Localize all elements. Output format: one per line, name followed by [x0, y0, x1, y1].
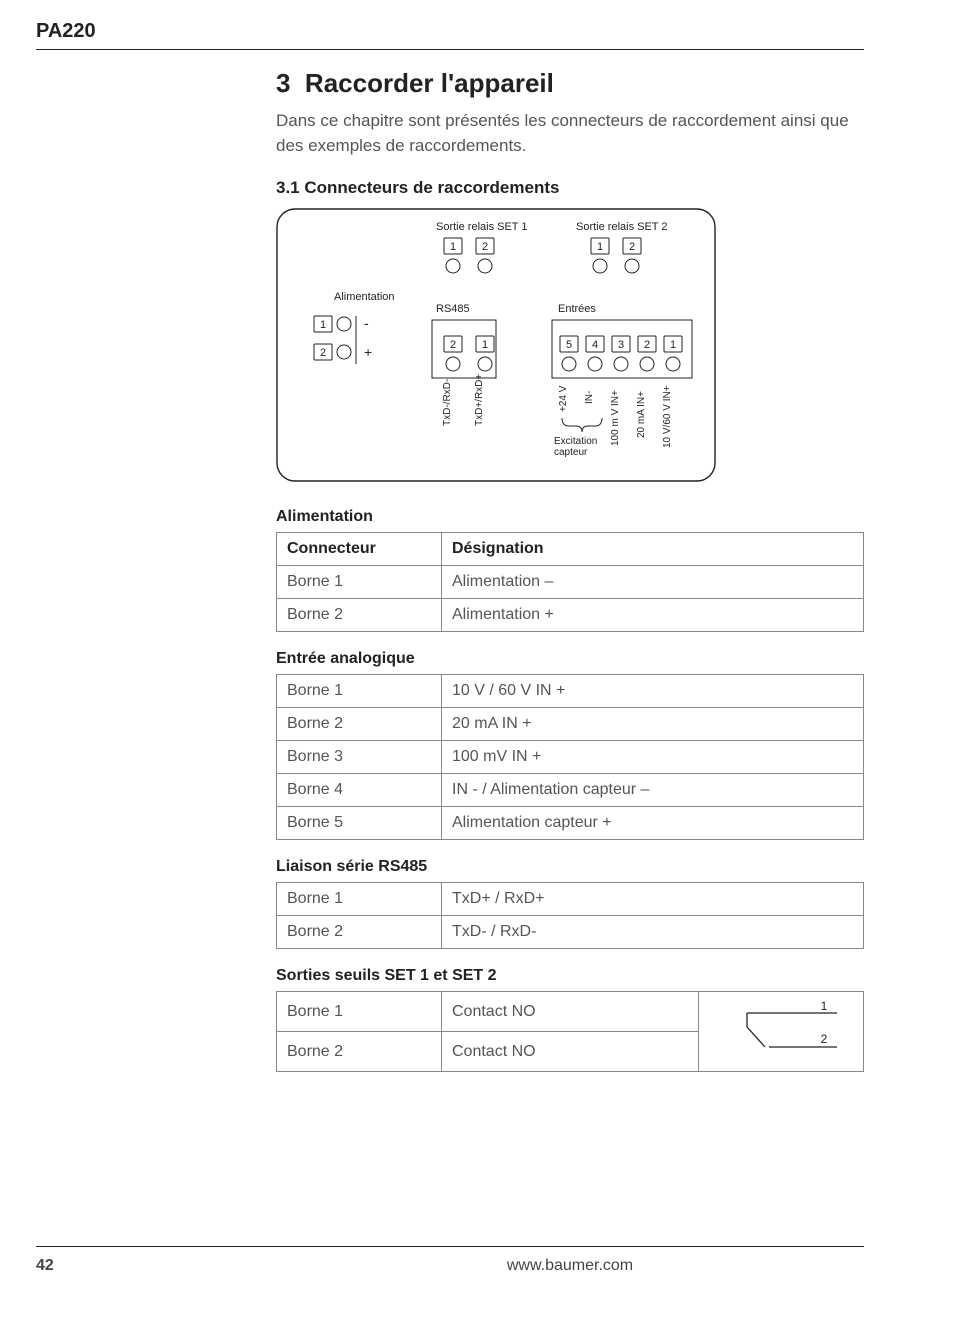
page-header: PA220	[36, 20, 864, 50]
th-connecteur: Connecteur	[277, 533, 442, 566]
table-title-entree: Entrée analogique	[276, 650, 864, 668]
table-row: Borne 1 Contact NO 1 2	[277, 992, 864, 1032]
table-row: Borne 1 10 V / 60 V IN +	[277, 675, 864, 708]
svg-text:20 mA IN+: 20 mA IN+	[636, 391, 647, 438]
svg-text:capteur: capteur	[554, 447, 588, 458]
svg-text:Entrées: Entrées	[558, 303, 596, 315]
svg-text:Sortie relais SET 1: Sortie relais SET 1	[436, 221, 528, 233]
page-content: 3 Raccorder l'appareil Dans ce chapitre …	[276, 68, 864, 1072]
table-title-sorties: Sorties seuils SET 1 et SET 2	[276, 967, 864, 985]
table-header-row: Connecteur Désignation	[277, 533, 864, 566]
table-sorties: Borne 1 Contact NO 1 2 Borne 2 Contact N…	[276, 991, 864, 1072]
footer-url: www.baumer.com	[276, 1257, 864, 1275]
table-entree-analogique: Borne 1 10 V / 60 V IN + Borne 2 20 mA I…	[276, 674, 864, 840]
svg-text:Sortie relais SET 2: Sortie relais SET 2	[576, 221, 668, 233]
svg-text:RS485: RS485	[436, 303, 470, 315]
table-row: Borne 3 100 mV IN +	[277, 741, 864, 774]
section-title: Raccorder l'appareil	[305, 68, 554, 98]
model-label: PA220	[36, 20, 96, 43]
svg-text:5: 5	[566, 339, 572, 351]
svg-text:4: 4	[592, 339, 598, 351]
table-title-rs485: Liaison série RS485	[276, 858, 864, 876]
svg-text:2: 2	[644, 339, 650, 351]
alim-title: Alimentation	[334, 291, 395, 303]
section-intro: Dans ce chapitre sont présentés les conn…	[276, 109, 864, 158]
subsection-heading: 3.1 Connecteurs de raccordements	[276, 178, 864, 198]
page-footer: 42 www.baumer.com	[36, 1246, 864, 1275]
section-number: 3	[276, 68, 290, 98]
svg-text:2: 2	[821, 1032, 828, 1046]
svg-text:100 m V IN+: 100 m V IN+	[610, 390, 621, 446]
svg-text:1: 1	[450, 241, 456, 253]
svg-text:1: 1	[821, 999, 828, 1013]
svg-text:IN-: IN-	[584, 391, 595, 404]
svg-text:1: 1	[482, 339, 488, 351]
svg-text:10 V/60 V IN+: 10 V/60 V IN+	[662, 386, 673, 449]
contact-diagram-cell: 1 2	[699, 992, 864, 1072]
svg-text:2: 2	[629, 241, 635, 253]
table-row: Borne 4 IN - / Alimentation capteur –	[277, 774, 864, 807]
table-title-alimentation: Alimentation	[276, 508, 864, 526]
svg-text:TxD+/RxD+: TxD+/RxD+	[474, 374, 485, 426]
table-row: Borne 1 TxD+ / RxD+	[277, 883, 864, 916]
svg-text:3: 3	[618, 339, 624, 351]
svg-text:2: 2	[482, 241, 488, 253]
svg-text:2: 2	[320, 347, 326, 359]
contact-no-diagram: 1 2	[709, 999, 849, 1059]
table-row: Borne 5 Alimentation capteur +	[277, 807, 864, 840]
th-designation: Désignation	[442, 533, 864, 566]
svg-text:+: +	[364, 344, 372, 360]
section-heading: 3 Raccorder l'appareil	[276, 68, 864, 99]
svg-text:TxD-/RxD-: TxD-/RxD-	[442, 379, 453, 426]
page-number: 42	[36, 1257, 276, 1275]
svg-text:1: 1	[670, 339, 676, 351]
table-row: Borne 1 Alimentation –	[277, 566, 864, 599]
svg-text:1: 1	[320, 319, 326, 331]
page: PA220 3 Raccorder l'appareil Dans ce cha…	[0, 0, 954, 1321]
table-row: Borne 2 TxD- / RxD-	[277, 916, 864, 949]
table-alimentation: Connecteur Désignation Borne 1 Alimentat…	[276, 532, 864, 632]
svg-text:1: 1	[597, 241, 603, 253]
table-row: Borne 2 Alimentation +	[277, 599, 864, 632]
svg-text:Excitation: Excitation	[554, 436, 597, 447]
svg-text:-: -	[364, 315, 369, 331]
svg-text:+24 V: +24 V	[558, 386, 569, 413]
table-rs485: Borne 1 TxD+ / RxD+ Borne 2 TxD- / RxD-	[276, 882, 864, 949]
svg-text:2: 2	[450, 339, 456, 351]
table-row: Borne 2 20 mA IN +	[277, 708, 864, 741]
connector-diagram: Alimentation 1 - 2 + Sortie relais SET 1…	[276, 208, 864, 482]
